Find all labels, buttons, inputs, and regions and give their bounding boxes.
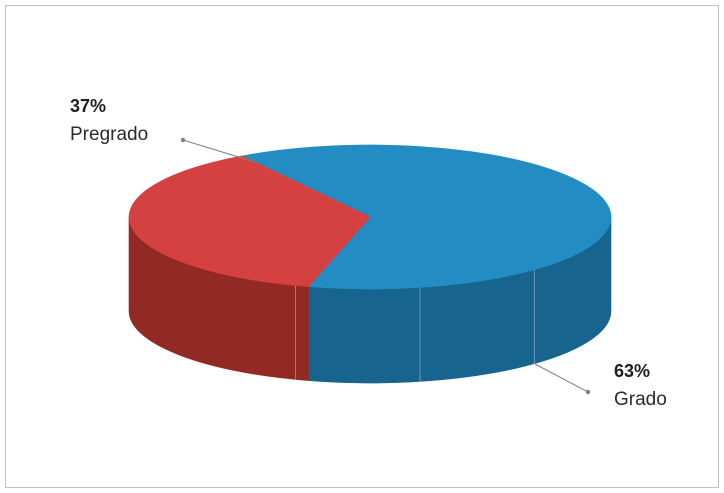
leader-lines <box>180 137 591 395</box>
leader-dot-pregrado <box>180 137 186 143</box>
data-label-grado-name: Grado <box>614 389 667 410</box>
slice-grado <box>241 144 612 290</box>
data-labels: 37% Pregrado 63% Grado <box>70 96 667 410</box>
data-label-pregrado-name: Pregrado <box>70 124 148 145</box>
leader-line-pregrado <box>182 139 259 164</box>
slice-pregrado <box>128 155 371 287</box>
data-label-pregrado-value: 37% <box>70 96 106 116</box>
pie-tops <box>128 144 612 290</box>
leader-line-grado <box>534 363 589 393</box>
leader-dot-grado <box>585 389 591 395</box>
data-label-grado-value: 63% <box>614 361 650 381</box>
